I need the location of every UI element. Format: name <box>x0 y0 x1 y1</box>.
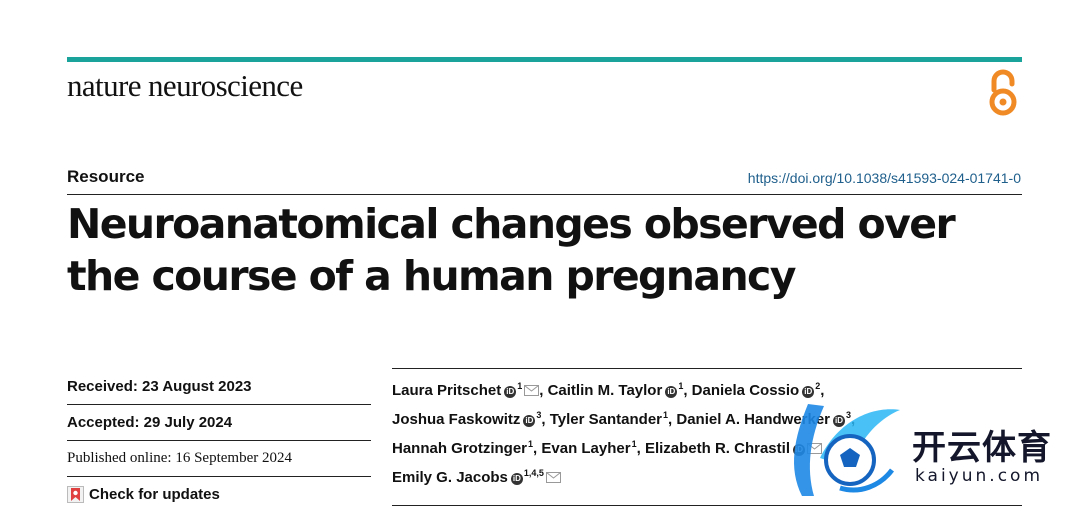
author-entry[interactable]: Hannah Grotzinger1, <box>392 439 542 457</box>
author-separator: , <box>820 382 825 399</box>
header-divider <box>67 194 1022 195</box>
received-date: Received: 23 August 2023 <box>67 377 252 395</box>
check-for-updates-label: Check for updates <box>89 486 220 503</box>
article-title: Neuroanatomical changes observed over th… <box>67 200 956 300</box>
journal-header-bar <box>67 57 1022 62</box>
journal-name[interactable]: nature neuroscience <box>67 68 303 103</box>
author-name[interactable]: Daniel A. Handwerker <box>676 411 831 428</box>
affiliation-number[interactable]: 3 <box>536 410 542 420</box>
watermark-text: 开云体育 <box>912 428 1052 468</box>
author-entry[interactable]: Emily G. Jacobs iD1,4,5 <box>392 468 561 486</box>
orcid-icon[interactable]: iD <box>833 415 846 427</box>
author-entry[interactable]: Laura Pritschet iD1, <box>392 381 548 399</box>
affiliation-number[interactable]: 1 <box>631 439 637 449</box>
authors-divider <box>392 368 1022 369</box>
publication-dates: Received: 23 August 2023 Accepted: 29 Ju… <box>67 368 371 512</box>
author-name[interactable]: Caitlin M. Taylor <box>547 382 663 399</box>
author-separator: , <box>541 411 550 428</box>
orcid-icon[interactable]: iD <box>523 415 536 427</box>
author-name[interactable]: Elizabeth R. Chrastil <box>644 440 790 457</box>
author-name[interactable]: Hannah Grotzinger <box>392 440 528 457</box>
orcid-icon[interactable]: iD <box>510 473 523 485</box>
orcid-icon[interactable]: iD <box>665 386 678 398</box>
author-name[interactable]: Evan Layher <box>541 440 631 457</box>
doi-link[interactable]: https://doi.org/10.1038/s41593-024-01741… <box>747 170 1021 186</box>
affiliation-number[interactable]: 1 <box>678 381 684 391</box>
watermark-url: kaiyun.com <box>915 466 1044 486</box>
affiliation-number[interactable]: 3 <box>846 410 852 420</box>
kaiyun-logo-icon <box>794 404 900 496</box>
open-access-icon[interactable] <box>985 68 1021 118</box>
author-entry[interactable]: Evan Layher1, <box>541 439 645 457</box>
affiliation-number[interactable]: 1 <box>663 410 669 420</box>
author-separator: , <box>636 440 645 457</box>
article-type-label: Resource <box>67 167 145 186</box>
author-separator: , <box>533 440 542 457</box>
check-for-updates-button[interactable]: Check for updates <box>67 476 371 512</box>
author-name[interactable]: Daniela Cossio <box>691 382 800 399</box>
author-name[interactable]: Tyler Santander <box>549 411 662 428</box>
author-entry[interactable]: Tyler Santander1, <box>549 410 677 428</box>
published-date: Published online: 16 September 2024 <box>67 440 371 476</box>
affiliation-number[interactable]: 1,4,5 <box>523 468 544 478</box>
author-name[interactable]: Joshua Faskowitz <box>392 411 521 428</box>
author-entry[interactable]: Joshua Faskowitz iD3, <box>392 410 550 428</box>
affiliation-number[interactable]: 1 <box>517 381 523 391</box>
email-icon[interactable] <box>524 385 540 396</box>
author-name[interactable]: Emily G. Jacobs <box>392 469 508 486</box>
author-entry[interactable]: Daniel A. Handwerker iD3, <box>676 410 856 428</box>
affiliation-number[interactable]: 2 <box>815 381 821 391</box>
author-name[interactable]: Laura Pritschet <box>392 382 502 399</box>
check-for-updates-icon <box>67 486 84 503</box>
author-separator: , <box>539 382 548 399</box>
author-entry[interactable]: Daniela Cossio iD2, <box>691 381 825 399</box>
orcid-icon[interactable]: iD <box>504 386 517 398</box>
email-icon[interactable] <box>545 472 561 483</box>
author-separator: , <box>668 411 677 428</box>
accepted-date: Accepted: 29 July 2024 <box>67 404 371 440</box>
author-separator: , <box>851 411 856 428</box>
authors-bottom-divider <box>392 505 1022 506</box>
orcid-icon[interactable]: iD <box>802 386 815 398</box>
affiliation-number[interactable]: 1 <box>528 439 534 449</box>
author-entry[interactable]: Caitlin M. Taylor iD1, <box>547 381 692 399</box>
author-separator: , <box>683 382 692 399</box>
